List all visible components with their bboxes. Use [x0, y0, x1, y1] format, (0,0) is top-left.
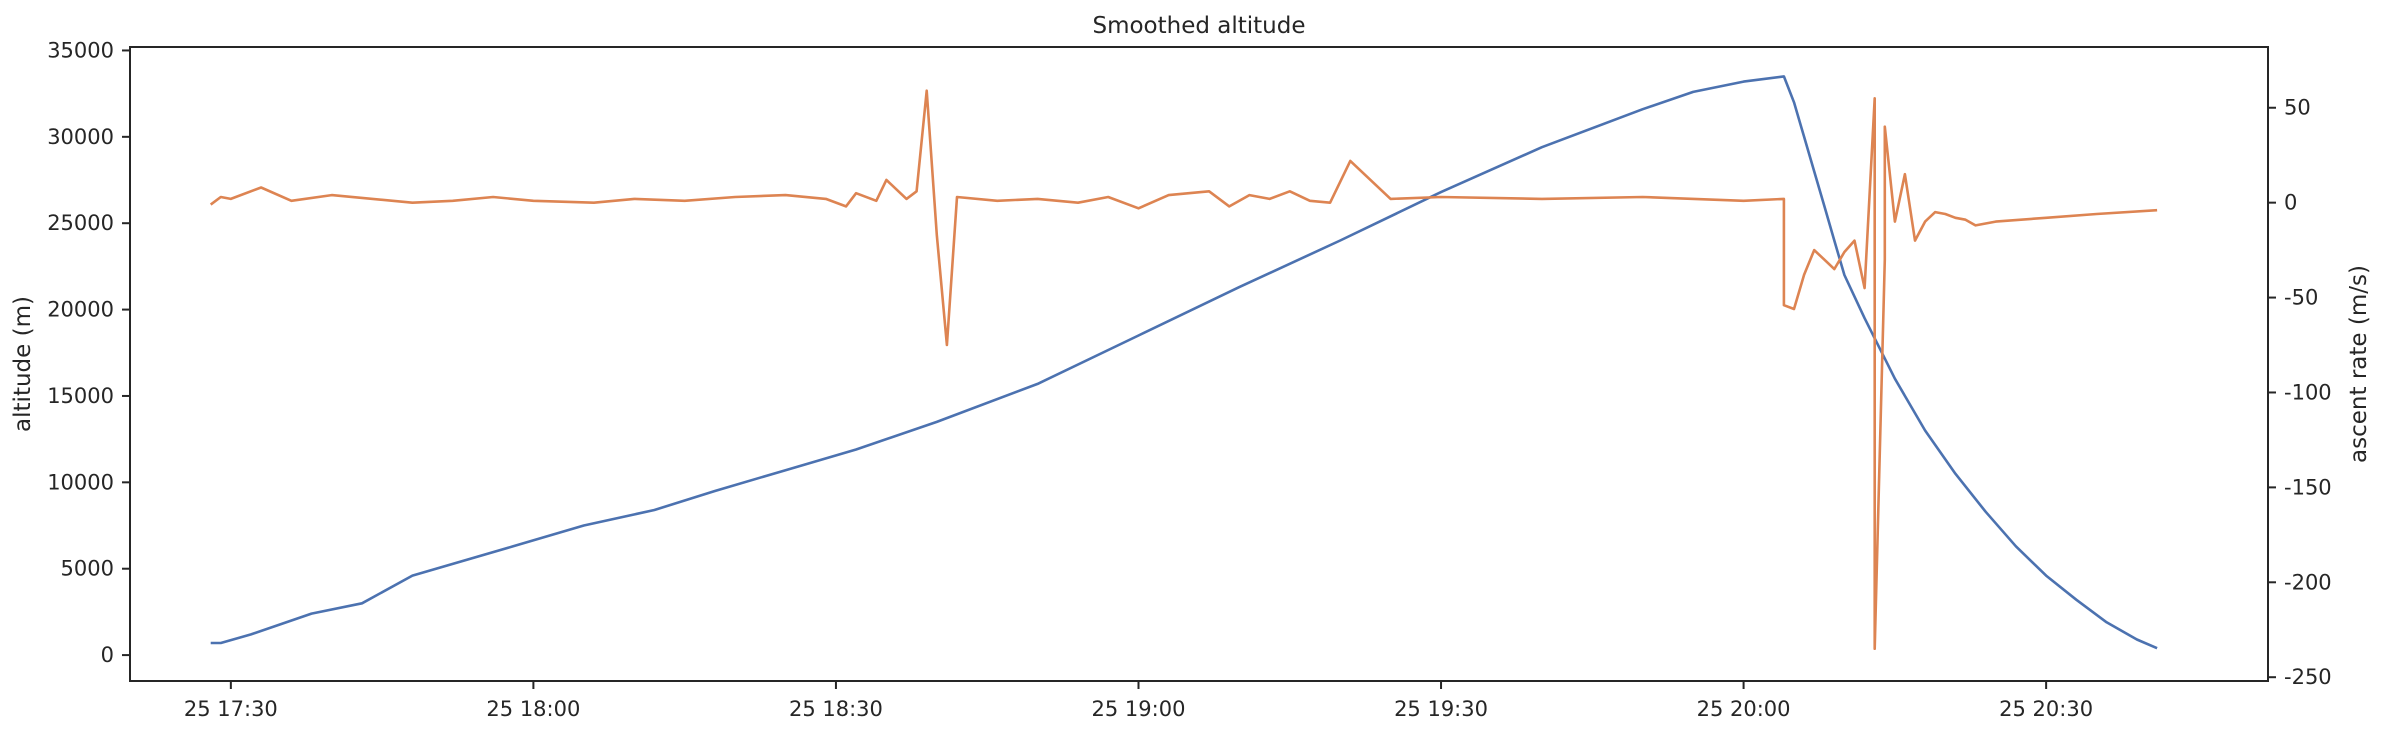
y-axis-title: altitude (m) [10, 296, 36, 432]
x-tick-label-6: 25 20:30 [1999, 697, 2093, 721]
plot-frame [129, 46, 2269, 682]
x-tick-label-5: 25 20:00 [1697, 697, 1791, 721]
y2-axis-title: ascent rate (m/s) [2346, 265, 2372, 463]
x-tick-label-2: 25 18:30 [789, 697, 883, 721]
y-tick-label-2: 10000 [47, 470, 114, 494]
y2-tick-label-6: 50 [2284, 96, 2311, 120]
y-tick-label-1: 5000 [61, 557, 114, 581]
series-line-2 [209, 89, 2158, 651]
series-layer [209, 75, 2158, 651]
series-line-1 [210, 75, 2158, 650]
y2-tick-label-2: -150 [2284, 475, 2332, 499]
x-tick-label-1: 25 18:00 [486, 697, 580, 721]
x-tick-label-0: 25 17:30 [184, 697, 278, 721]
y-tick-label-3: 15000 [47, 384, 114, 408]
x-tick-label-3: 25 19:00 [1092, 697, 1186, 721]
axes-layer: 25 17:30 25 18:00 25 18:30 25 19:00 25 19:30… [47, 38, 2331, 721]
y2-tick-label-0: -250 [2284, 665, 2332, 689]
y-tick-label-5: 25000 [47, 211, 114, 235]
y2-tick-label-3: -100 [2284, 380, 2332, 404]
y2-tick-label-4: -50 [2284, 286, 2318, 310]
y-tick-label-0: 0 [101, 643, 114, 667]
x-tick-label-4: 25 19:30 [1394, 697, 1488, 721]
y2-tick-label-1: -200 [2284, 570, 2332, 594]
y-tick-label-7: 35000 [47, 38, 114, 62]
chart-title: Smoothed altitude [1092, 13, 1305, 39]
y-tick-label-4: 20000 [47, 298, 114, 322]
y-tick-label-6: 30000 [47, 125, 114, 149]
y2-tick-label-5: 0 [2284, 191, 2297, 215]
